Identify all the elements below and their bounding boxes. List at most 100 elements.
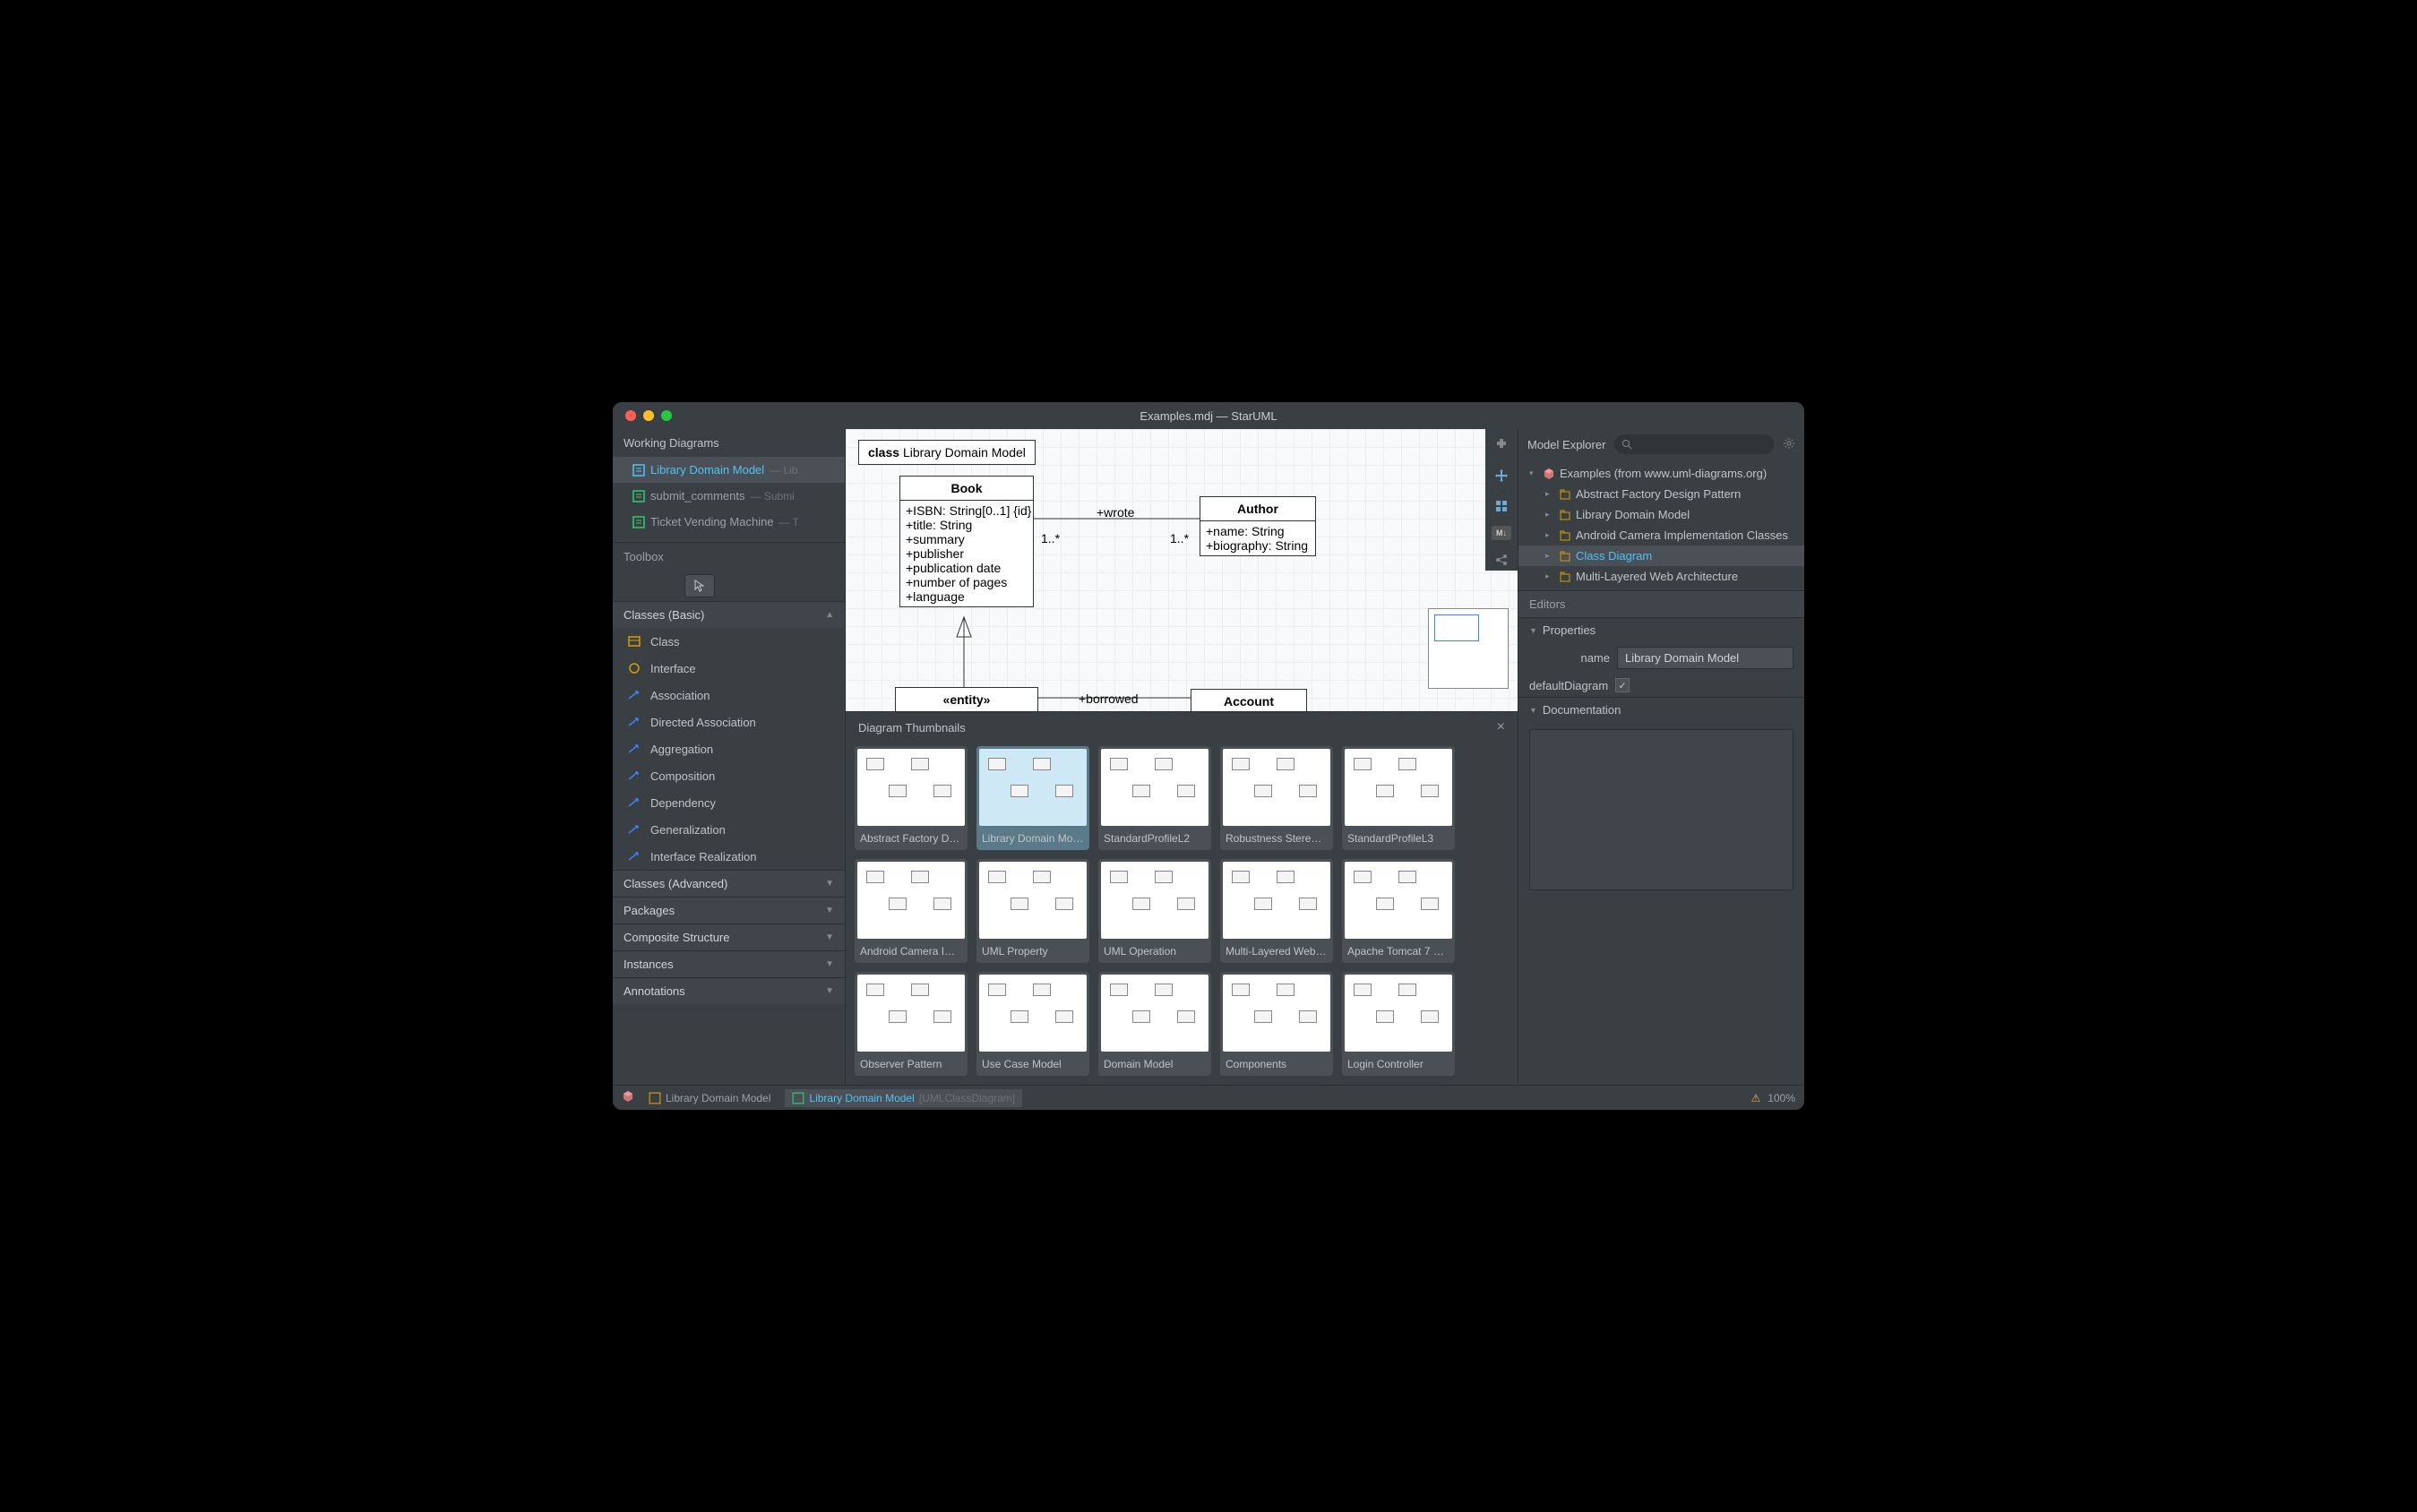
uml-class-box[interactable]: «entity» [895,687,1038,711]
toolbox-item[interactable]: Composition [613,762,845,789]
properties-section-header[interactable]: ▼ Properties [1518,617,1804,642]
diagram-thumbnail[interactable]: Android Camera Implementation [855,859,968,963]
status-tab-1[interactable]: Library Domain Model [641,1089,778,1107]
close-thumbnails-button[interactable]: × [1497,719,1505,735]
diagram-icon [632,516,645,528]
tree-root[interactable]: ▾Examples (from www.uml-diagrams.org) [1518,463,1804,484]
tree-item[interactable]: ▸Android Camera Implementation Classes [1518,525,1804,546]
thumbnail-preview [857,975,965,1052]
tool-icon [627,742,641,756]
thumbnail-preview [1101,749,1208,826]
minimap-viewport[interactable] [1434,614,1479,641]
tree-expand-icon: ▾ [1529,468,1538,478]
diagram-thumbnail[interactable]: Components [1220,972,1333,1076]
working-diagram-item[interactable]: Library Domain Model — Lib [613,457,845,483]
explorer-search-input[interactable] [1614,434,1774,454]
zoom-level[interactable]: 100% [1768,1092,1795,1104]
model-explorer-header: Model Explorer [1527,438,1605,451]
thumbnail-caption: Abstract Factory Design Pattern [855,829,968,850]
thumbnail-caption: Use Case Model [976,1054,1089,1076]
diagram-thumbnail[interactable]: Login Controller [1342,972,1455,1076]
toolbox-section-header[interactable]: Composite Structure▼ [613,924,845,950]
chevron-icon: ▼ [825,932,834,942]
thumbnail-preview [857,862,965,939]
toolbox-section-header[interactable]: Instances▼ [613,950,845,977]
diagram-canvas[interactable]: class Library Domain Model Book+ISBN: St… [846,429,1518,711]
documentation-textarea[interactable] [1529,729,1793,890]
chevron-icon: ▼ [825,879,834,889]
diagram-thumbnail[interactable]: Multi-Layered Web Architecture [1220,859,1333,963]
thumbnail-caption: Multi-Layered Web Architecture [1220,941,1333,963]
tree-expand-icon: ▸ [1545,489,1554,499]
grid-icon[interactable] [1491,495,1512,517]
uml-class-box[interactable]: Account [1191,689,1307,711]
diagram-thumbnail[interactable]: Observer Pattern [855,972,968,1076]
working-diagram-item[interactable]: submit_comments — Submi [613,483,845,509]
thumbnail-caption: Android Camera Implementation [855,941,968,963]
tree-item[interactable]: ▸Library Domain Model [1518,504,1804,525]
toolbox-item[interactable]: Dependency [613,789,845,816]
tree-item[interactable]: ▸Abstract Factory Design Pattern [1518,484,1804,504]
canvas-side-toolbar: M↓ [1485,429,1518,571]
diagram-thumbnail[interactable]: UML Operation [1098,859,1211,963]
diagram-thumbnail[interactable]: Use Case Model [976,972,1089,1076]
thumbnail-caption: Login Controller [1342,1054,1455,1076]
tree-item[interactable]: ▸Multi-Layered Web Architecture [1518,566,1804,587]
uml-class-box[interactable]: Book+ISBN: String[0..1] {id}+title: Stri… [899,476,1034,607]
diagram-thumbnail[interactable]: Robustness Stereotypes [1220,746,1333,850]
toolbox-item[interactable]: Interface Realization [613,843,845,870]
package-icon [1559,550,1571,563]
diagram-thumbnail[interactable]: Domain Model [1098,972,1211,1076]
toolbox-item[interactable]: Generalization [613,816,845,843]
share-icon[interactable] [1491,549,1512,571]
toolbox-section-header[interactable]: Classes (Basic)▲ [613,601,845,628]
window-title: Examples.mdj — StarUML [613,409,1804,423]
toolbox-item[interactable]: Directed Association [613,709,845,735]
thumbnails-title: Diagram Thumbnails [858,721,966,735]
diagram-thumbnails-panel: Diagram Thumbnails × Abstract Factory De… [846,711,1518,1085]
diagram-thumbnail[interactable]: StandardProfileL3 [1342,746,1455,850]
thumbnail-preview [979,975,1087,1052]
explorer-settings-button[interactable] [1783,437,1795,452]
diagram-icon [632,464,645,477]
cursor-icon [694,580,705,592]
working-diagram-item[interactable]: Ticket Vending Machine — T [613,509,845,535]
toolbox-section-header[interactable]: Annotations▼ [613,977,845,1004]
diagram-thumbnail[interactable]: UML Property [976,859,1089,963]
toolbox-section-header[interactable]: Classes (Advanced)▼ [613,870,845,897]
prop-defaultdiagram-checkbox[interactable]: ✓ [1615,678,1630,692]
statusbar-cube-icon[interactable] [622,1090,634,1105]
diagram-thumbnail[interactable]: Abstract Factory Design Pattern [855,746,968,850]
tree-expand-icon: ▸ [1545,551,1554,561]
extension-icon[interactable] [1491,434,1512,456]
thumbnail-caption: StandardProfileL2 [1098,829,1211,850]
tool-icon [627,795,641,810]
diagram-thumbnail[interactable]: StandardProfileL2 [1098,746,1211,850]
working-diagrams-header: Working Diagrams [613,429,845,457]
markdown-icon[interactable]: M↓ [1492,526,1511,540]
toolbox-item[interactable]: Aggregation [613,735,845,762]
toolbox-header: Toolbox [613,542,845,571]
thumbnail-caption: Apache Tomcat 7 Server [1342,941,1455,963]
toolbox-cursor-button[interactable] [684,574,715,597]
prop-name-input[interactable]: Library Domain Model [1617,647,1793,669]
toolbox-item[interactable]: Association [613,682,845,709]
uml-class-box[interactable]: Author+name: String+biography: String [1200,496,1316,556]
diagram-icon [632,490,645,503]
warning-icon[interactable]: ⚠ [1751,1092,1761,1104]
package-icon [1559,488,1571,501]
move-icon[interactable] [1491,465,1512,486]
status-tab-2[interactable]: Library Domain Model [UMLClassDiagram] [785,1089,1022,1107]
documentation-section-header[interactable]: ▼ Documentation [1518,697,1804,722]
toolbox-item[interactable]: Class [613,628,845,655]
tree-expand-icon: ▸ [1545,530,1554,540]
diagram-thumbnail[interactable]: Apache Tomcat 7 Server [1342,859,1455,963]
thumbnail-preview [1101,975,1208,1052]
tree-item[interactable]: ▸Class Diagram [1518,546,1804,566]
thumbnails-grid: Abstract Factory Design Pattern Library D… [846,743,1518,1085]
minimap[interactable] [1428,608,1509,689]
toolbox-section-header[interactable]: Packages▼ [613,897,845,924]
thumbnail-preview [1345,862,1452,939]
diagram-thumbnail[interactable]: Library Domain Model [976,746,1089,850]
toolbox-item[interactable]: Interface [613,655,845,682]
